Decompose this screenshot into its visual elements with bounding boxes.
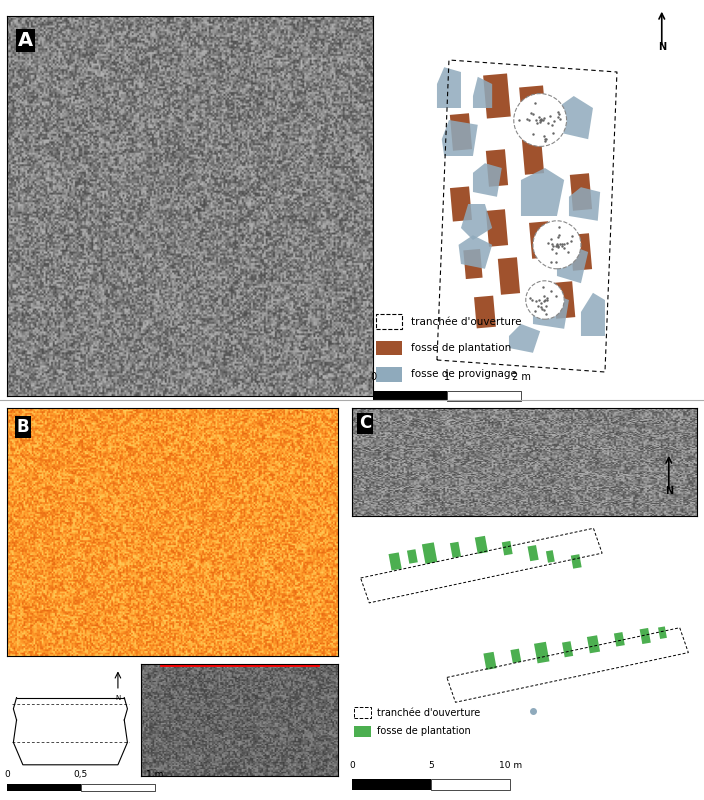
FancyBboxPatch shape — [498, 258, 520, 294]
FancyBboxPatch shape — [486, 210, 508, 246]
Text: tranchée d'ouverture: tranchée d'ouverture — [377, 708, 481, 718]
Polygon shape — [557, 96, 593, 139]
FancyBboxPatch shape — [587, 635, 600, 654]
FancyBboxPatch shape — [658, 626, 667, 639]
Bar — [447, 391, 521, 401]
FancyBboxPatch shape — [519, 86, 547, 130]
FancyBboxPatch shape — [484, 652, 496, 670]
FancyBboxPatch shape — [614, 632, 624, 646]
Text: 1: 1 — [444, 372, 450, 382]
Polygon shape — [581, 293, 605, 336]
FancyBboxPatch shape — [474, 536, 488, 554]
FancyBboxPatch shape — [463, 249, 482, 279]
FancyBboxPatch shape — [546, 550, 555, 562]
Polygon shape — [521, 168, 564, 216]
FancyBboxPatch shape — [553, 282, 575, 318]
FancyBboxPatch shape — [376, 367, 401, 382]
FancyBboxPatch shape — [534, 642, 549, 663]
Polygon shape — [557, 245, 588, 283]
FancyBboxPatch shape — [376, 341, 401, 355]
FancyBboxPatch shape — [450, 542, 461, 558]
Circle shape — [533, 221, 581, 269]
Text: 1 m: 1 m — [146, 770, 163, 779]
FancyBboxPatch shape — [354, 726, 371, 737]
FancyBboxPatch shape — [570, 174, 592, 210]
Text: fosse de plantation: fosse de plantation — [411, 343, 511, 353]
FancyBboxPatch shape — [527, 545, 539, 562]
Text: 0: 0 — [370, 372, 376, 382]
Text: 0: 0 — [349, 761, 355, 770]
Text: fosse de provignage: fosse de provignage — [411, 370, 517, 379]
FancyBboxPatch shape — [562, 641, 573, 658]
Text: 0,5: 0,5 — [74, 770, 88, 779]
Bar — [373, 391, 447, 401]
Text: 10 m: 10 m — [499, 761, 522, 770]
FancyBboxPatch shape — [529, 222, 551, 258]
Text: 5: 5 — [428, 761, 434, 770]
FancyBboxPatch shape — [483, 74, 511, 118]
FancyBboxPatch shape — [510, 649, 521, 663]
Polygon shape — [461, 204, 492, 240]
FancyBboxPatch shape — [474, 296, 496, 328]
Text: tranchée d'ouverture: tranchée d'ouverture — [411, 317, 522, 326]
FancyBboxPatch shape — [450, 114, 472, 150]
Text: 0: 0 — [4, 770, 10, 779]
Polygon shape — [569, 187, 600, 221]
Polygon shape — [473, 77, 492, 108]
FancyBboxPatch shape — [570, 234, 592, 270]
FancyBboxPatch shape — [422, 542, 437, 564]
Bar — [352, 779, 431, 790]
Text: 2 m: 2 m — [512, 372, 530, 382]
Text: fosse de plantation: fosse de plantation — [377, 726, 471, 737]
Text: N: N — [665, 486, 673, 496]
Circle shape — [514, 94, 567, 146]
Polygon shape — [437, 67, 461, 108]
Circle shape — [526, 281, 564, 319]
FancyBboxPatch shape — [450, 186, 472, 222]
Text: B: B — [17, 418, 30, 436]
Polygon shape — [442, 120, 478, 156]
FancyBboxPatch shape — [389, 553, 402, 570]
Polygon shape — [533, 293, 569, 329]
Polygon shape — [509, 324, 540, 353]
Text: N: N — [658, 42, 666, 52]
FancyBboxPatch shape — [502, 541, 513, 555]
FancyBboxPatch shape — [522, 138, 544, 174]
FancyBboxPatch shape — [486, 150, 508, 186]
Bar — [7, 784, 81, 791]
Text: A: A — [18, 31, 33, 50]
Text: C: C — [359, 414, 371, 433]
Polygon shape — [458, 235, 492, 269]
FancyBboxPatch shape — [571, 554, 582, 569]
Text: N: N — [115, 695, 120, 702]
Polygon shape — [473, 163, 502, 197]
Bar — [431, 779, 510, 790]
FancyBboxPatch shape — [407, 550, 417, 564]
FancyBboxPatch shape — [640, 628, 650, 644]
Bar — [81, 784, 155, 791]
